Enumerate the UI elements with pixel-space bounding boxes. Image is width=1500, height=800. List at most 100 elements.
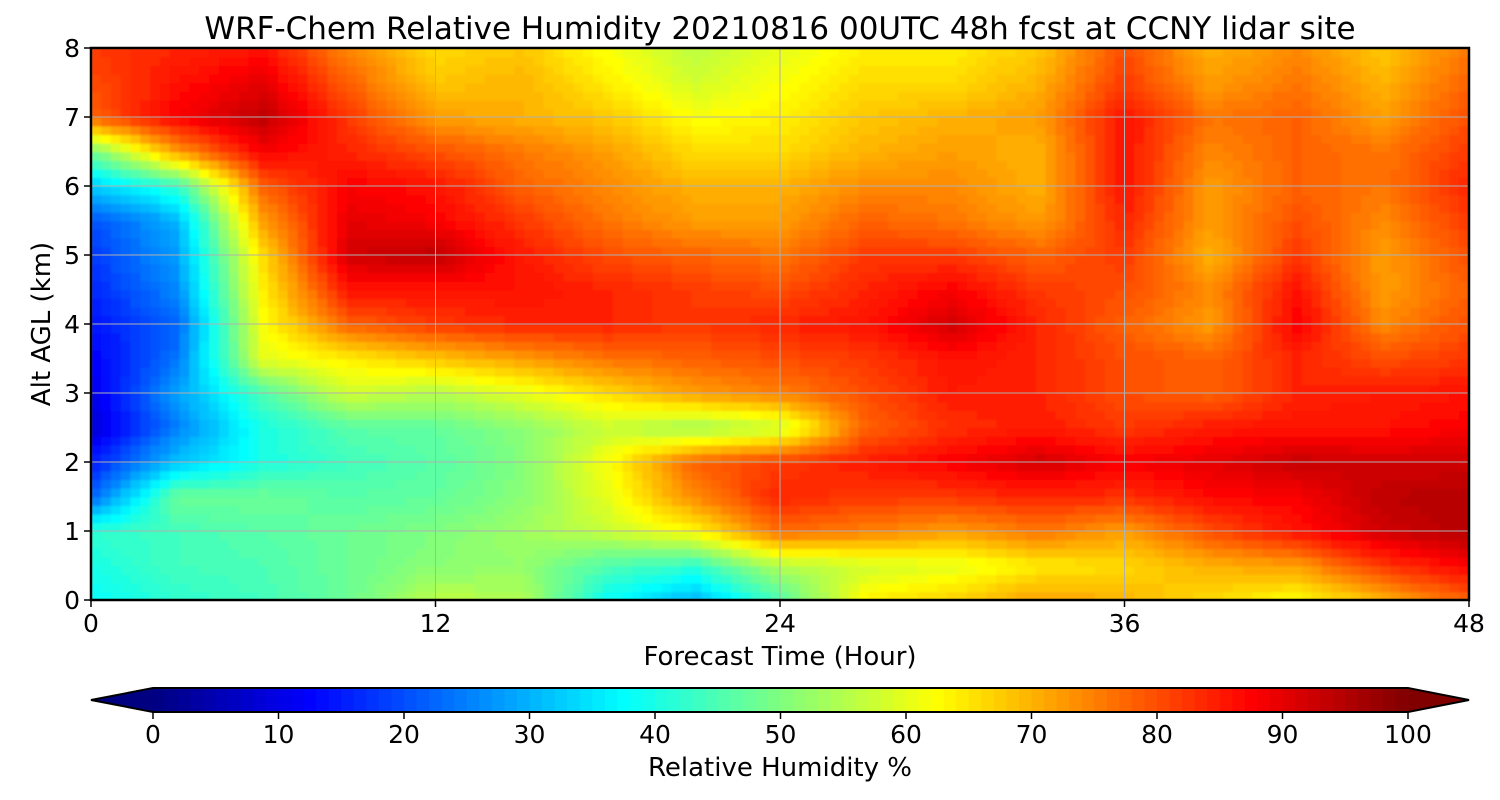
rh-cell <box>199 134 210 144</box>
rh-cell <box>848 151 860 161</box>
rh-cell <box>199 298 210 308</box>
rh-cell <box>465 151 476 161</box>
rh-cell <box>130 246 142 256</box>
rh-cell <box>760 82 771 92</box>
rh-cell <box>730 48 742 58</box>
rh-cell <box>169 393 181 403</box>
rh-cell <box>780 73 791 84</box>
rh-cell <box>366 229 378 239</box>
rh-cell <box>169 73 181 84</box>
rh-cell <box>583 289 594 299</box>
rh-cell <box>612 220 624 230</box>
rh-cell <box>750 513 762 524</box>
rh-cell <box>396 384 407 394</box>
rh-cell <box>848 237 860 248</box>
rh-cell <box>612 99 624 110</box>
rh-cell <box>701 470 712 481</box>
rh-cell <box>465 168 476 179</box>
rh-cell <box>307 246 319 256</box>
rh-cell <box>297 410 309 420</box>
rh-cell <box>455 65 466 75</box>
rh-cell <box>248 393 260 403</box>
rh-cell <box>327 505 338 515</box>
rh-cell <box>346 410 358 420</box>
rh-cell <box>622 255 634 265</box>
rh-cell <box>169 444 181 455</box>
rh-cell <box>720 470 732 481</box>
rh-cell <box>701 186 712 196</box>
rh-cell <box>130 591 142 600</box>
rh-cell <box>317 117 329 127</box>
rh-cell <box>218 410 230 420</box>
rh-cell <box>445 436 456 446</box>
rh-cell <box>376 82 388 92</box>
rh-cell <box>258 151 269 161</box>
rh-cell <box>770 289 781 299</box>
rh-cell <box>583 91 594 101</box>
rh-cell <box>484 565 496 575</box>
rh-cell <box>839 108 850 118</box>
rh-cell <box>317 470 329 481</box>
rh-cell <box>396 237 407 248</box>
rh-cell <box>524 487 535 498</box>
rh-cell <box>130 358 142 368</box>
rh-cell <box>563 393 575 403</box>
rh-cell <box>317 341 329 351</box>
rh-cell <box>730 522 742 532</box>
rh-cell <box>543 591 555 600</box>
rh-cell <box>770 505 781 515</box>
rh-cell <box>789 539 801 550</box>
rh-cell <box>750 65 762 75</box>
rh-cell <box>514 513 525 524</box>
rh-cell <box>652 65 663 75</box>
rh-cell <box>327 548 338 558</box>
rh-cell <box>583 418 594 429</box>
rh-cell <box>671 436 683 446</box>
rh-cell <box>622 125 634 136</box>
rh-cell <box>317 496 329 506</box>
rh-cell <box>563 505 575 515</box>
rh-cell <box>376 384 388 394</box>
rh-cell <box>701 203 712 213</box>
rh-cell <box>159 496 171 506</box>
rh-cell <box>711 82 722 92</box>
rh-cell <box>445 91 456 101</box>
rh-cell <box>356 401 368 412</box>
rh-cell <box>819 574 831 584</box>
rh-cell <box>563 246 575 256</box>
rh-cell <box>504 332 516 343</box>
rh-cell <box>159 375 171 386</box>
rh-cell <box>356 513 368 524</box>
rh-cell <box>602 539 614 550</box>
rh-cell <box>356 82 368 92</box>
rh-cell <box>711 479 722 489</box>
rh-cell <box>140 332 151 343</box>
rh-cell <box>799 418 811 429</box>
rh-cell <box>140 280 151 291</box>
rh-cell <box>524 444 535 455</box>
rh-cell <box>592 341 604 351</box>
rh-cell <box>337 99 348 110</box>
rh-cell <box>691 203 703 213</box>
rh-cell <box>317 513 329 524</box>
rh-cell <box>720 306 732 317</box>
rh-cell <box>307 479 319 489</box>
rh-cell <box>602 48 614 58</box>
rh-cell <box>583 582 594 593</box>
rh-cell <box>839 375 850 386</box>
rh-cell <box>258 229 269 239</box>
rh-cell <box>425 582 437 593</box>
rh-cell <box>120 220 132 230</box>
rh-cell <box>218 427 230 437</box>
rh-cell <box>612 151 624 161</box>
rh-cell <box>465 401 476 412</box>
rh-cell <box>780 505 791 515</box>
rh-cell <box>268 375 279 386</box>
rh-cell <box>474 367 486 377</box>
rh-cell <box>169 91 181 101</box>
rh-cell <box>307 272 319 282</box>
rh-cell <box>386 582 397 593</box>
rh-cell <box>809 237 821 248</box>
rh-cell <box>376 401 388 412</box>
rh-cell <box>366 134 378 144</box>
